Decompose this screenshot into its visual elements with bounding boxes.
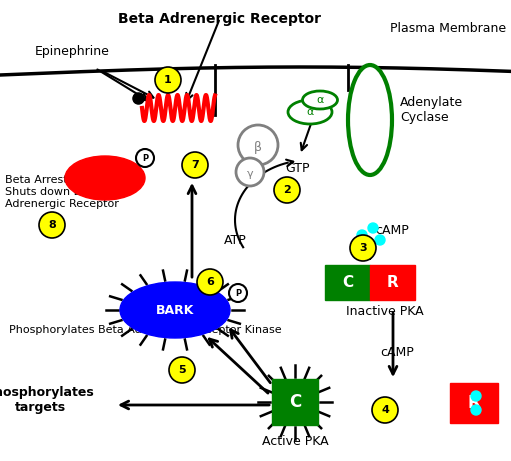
Text: C: C (289, 393, 301, 411)
Circle shape (236, 158, 264, 186)
Circle shape (39, 212, 65, 238)
Circle shape (274, 177, 300, 203)
Text: ATP: ATP (224, 234, 246, 247)
Text: GTP: GTP (285, 161, 310, 175)
Text: R: R (468, 394, 480, 412)
Text: P: P (142, 154, 148, 162)
Text: 1: 1 (164, 75, 172, 85)
Text: Adenylate
Cyclase: Adenylate Cyclase (400, 96, 463, 124)
Circle shape (471, 391, 481, 401)
Ellipse shape (65, 156, 145, 200)
Ellipse shape (348, 65, 392, 175)
Circle shape (372, 397, 398, 423)
Text: Phosphorylates Beta Adrenergic Receptor Kinase: Phosphorylates Beta Adrenergic Receptor … (9, 325, 282, 335)
Text: β: β (254, 141, 262, 154)
Circle shape (155, 67, 181, 93)
Text: C: C (342, 275, 353, 290)
Circle shape (182, 152, 208, 178)
Text: cAMP: cAMP (375, 224, 409, 236)
Text: 3: 3 (359, 243, 367, 253)
Text: cAMP: cAMP (380, 345, 414, 359)
Circle shape (169, 357, 195, 383)
Text: 6: 6 (206, 277, 214, 287)
Ellipse shape (303, 91, 337, 109)
Bar (272, 379, 318, 425)
Circle shape (197, 269, 223, 295)
Bar (325, 265, 370, 300)
Text: Beta Adrenergic Receptor: Beta Adrenergic Receptor (119, 12, 321, 26)
Text: α: α (306, 107, 314, 117)
Text: 2: 2 (283, 185, 291, 195)
Text: Phosphorylates
targets: Phosphorylates targets (0, 386, 95, 414)
Ellipse shape (120, 282, 230, 338)
Circle shape (357, 230, 367, 240)
Bar (370, 265, 415, 300)
Circle shape (368, 223, 378, 233)
Text: Plasma Membrane: Plasma Membrane (390, 22, 506, 35)
Text: Active PKA: Active PKA (262, 435, 328, 448)
Circle shape (350, 235, 376, 261)
Circle shape (471, 405, 481, 415)
Text: BARK: BARK (156, 303, 194, 317)
Text: Epinephrine: Epinephrine (35, 46, 110, 59)
Text: Beta Arrestin:
Shuts down Beta
Adrenergic Receptor: Beta Arrestin: Shuts down Beta Adrenergi… (5, 175, 119, 208)
Bar (450, 383, 498, 423)
Text: P: P (235, 289, 241, 297)
Text: 8: 8 (48, 220, 56, 230)
Circle shape (375, 235, 385, 245)
Text: 7: 7 (191, 160, 199, 170)
Text: γ: γ (247, 169, 253, 179)
Circle shape (136, 149, 154, 167)
Text: 5: 5 (178, 365, 186, 375)
Ellipse shape (288, 100, 332, 124)
Text: R: R (387, 275, 399, 290)
Text: α: α (316, 95, 323, 105)
Circle shape (229, 284, 247, 302)
Text: Inactive PKA: Inactive PKA (346, 305, 424, 318)
Text: 4: 4 (381, 405, 389, 415)
Circle shape (238, 125, 278, 165)
